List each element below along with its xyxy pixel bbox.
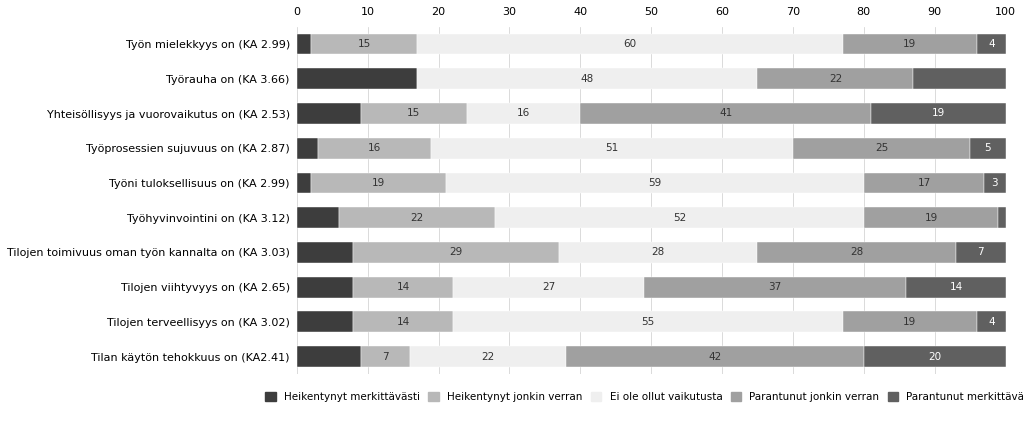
Text: 4: 4 (988, 317, 994, 327)
Text: 19: 19 (903, 39, 917, 49)
Bar (354, 277, 453, 298)
Bar (297, 207, 340, 228)
Bar (998, 207, 1006, 228)
Text: 22: 22 (829, 74, 842, 84)
Text: 28: 28 (652, 247, 665, 258)
Text: 27: 27 (542, 282, 555, 292)
Bar (843, 312, 977, 332)
Bar (417, 68, 757, 89)
Bar (453, 277, 644, 298)
Text: 60: 60 (623, 39, 636, 49)
Text: 16: 16 (517, 108, 530, 119)
Bar (863, 346, 1006, 367)
Text: 19: 19 (925, 212, 938, 223)
Bar (977, 312, 1006, 332)
Bar (955, 242, 1006, 263)
Bar (410, 346, 566, 367)
Text: 48: 48 (581, 74, 594, 84)
Text: 22: 22 (410, 212, 424, 223)
Bar (432, 138, 793, 159)
Bar (566, 346, 863, 367)
Text: 55: 55 (641, 317, 655, 327)
Text: 7: 7 (977, 247, 984, 258)
Text: 42: 42 (708, 351, 721, 362)
Text: 14: 14 (397, 317, 409, 327)
Text: 41: 41 (719, 108, 732, 119)
Bar (417, 34, 843, 54)
Bar (297, 173, 311, 193)
Bar (580, 103, 871, 124)
Text: 29: 29 (450, 247, 462, 258)
Text: 19: 19 (932, 108, 945, 119)
Text: 28: 28 (850, 247, 863, 258)
Text: 15: 15 (407, 108, 420, 119)
Text: 5: 5 (984, 143, 991, 153)
Bar (863, 173, 984, 193)
Bar (914, 68, 1006, 89)
Bar (297, 138, 318, 159)
Bar (354, 312, 453, 332)
Bar (297, 103, 360, 124)
Text: 59: 59 (649, 178, 661, 188)
Bar (559, 242, 757, 263)
Bar (466, 103, 580, 124)
Bar (970, 138, 1006, 159)
Bar (757, 68, 914, 89)
Text: 14: 14 (397, 282, 409, 292)
Bar (297, 242, 354, 263)
Bar (757, 242, 955, 263)
Bar (297, 277, 354, 298)
Text: 16: 16 (368, 143, 382, 153)
Bar (984, 173, 1006, 193)
Bar (354, 242, 559, 263)
Text: 14: 14 (949, 282, 963, 292)
Text: 15: 15 (357, 39, 370, 49)
Bar (906, 277, 1006, 298)
Bar (495, 207, 863, 228)
Bar (297, 346, 360, 367)
Bar (863, 207, 998, 228)
Bar (453, 312, 843, 332)
Text: 22: 22 (482, 351, 495, 362)
Bar (793, 138, 970, 159)
Text: 52: 52 (673, 212, 686, 223)
Text: 25: 25 (875, 143, 888, 153)
Bar (297, 34, 311, 54)
Bar (318, 138, 432, 159)
Bar (340, 207, 495, 228)
Bar (871, 103, 1006, 124)
Text: 20: 20 (928, 351, 941, 362)
Bar (311, 34, 417, 54)
Bar (977, 34, 1006, 54)
Bar (297, 312, 354, 332)
Text: 37: 37 (768, 282, 782, 292)
Legend: Heikentynyt merkittävästi, Heikentynyt jonkin verran, Ei ole ollut vaikutusta, P: Heikentynyt merkittävästi, Heikentynyt j… (261, 388, 1023, 406)
Bar (446, 173, 863, 193)
Text: 19: 19 (371, 178, 385, 188)
Bar (360, 103, 466, 124)
Bar (360, 346, 410, 367)
Text: 17: 17 (918, 178, 931, 188)
Text: 4: 4 (988, 39, 994, 49)
Text: 51: 51 (606, 143, 619, 153)
Text: 19: 19 (903, 317, 917, 327)
Bar (297, 68, 417, 89)
Bar (843, 34, 977, 54)
Text: 7: 7 (382, 351, 389, 362)
Bar (311, 173, 446, 193)
Bar (644, 277, 906, 298)
Text: 3: 3 (991, 178, 998, 188)
